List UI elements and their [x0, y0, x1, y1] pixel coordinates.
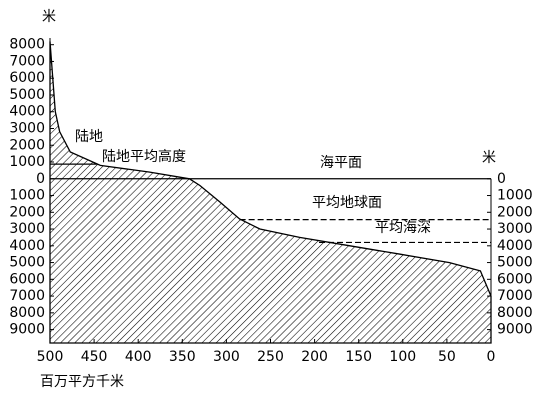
x-tick-label: 0 [487, 349, 496, 365]
x-tick-label: 400 [125, 349, 152, 365]
y2-tick-label: 5000 [497, 255, 533, 271]
x-tick-label: 200 [301, 349, 328, 365]
x-tick-label: 350 [169, 349, 196, 365]
x-tick-label: 450 [81, 349, 108, 365]
y2-tick-label: 6000 [497, 271, 533, 287]
x-tick-label: 250 [257, 349, 284, 365]
y-tick-label: 8000 [9, 37, 45, 53]
y-tick-label: 1000 [9, 154, 45, 170]
y-tick-label: 5000 [9, 87, 45, 103]
y-tick-label: 3000 [9, 221, 45, 237]
y-tick-label: 8000 [9, 305, 45, 321]
land-label: 陆地 [75, 129, 103, 145]
y2-tick-label: 7000 [497, 288, 533, 304]
y-tick-label: 3000 [9, 120, 45, 136]
y-tick-label: 6000 [9, 70, 45, 86]
y-tick-label: 5000 [9, 255, 45, 271]
reference-label: 平均海深 [375, 220, 431, 236]
y-tick-label: 4000 [9, 104, 45, 120]
x-tick-label: 100 [389, 349, 416, 365]
y2-tick-label: 4000 [497, 238, 533, 254]
x-tick-label: 300 [213, 349, 240, 365]
y-tick-label: 2000 [9, 204, 45, 220]
y2-tick-label: 1000 [497, 188, 533, 204]
y2-tick-label: 3000 [497, 221, 533, 237]
area [49, 41, 492, 344]
y-tick-label: 2000 [9, 137, 45, 153]
y-unit-right: 米 [482, 150, 496, 166]
y-tick-label: 0 [36, 171, 45, 187]
y-tick-label: 1000 [9, 188, 45, 204]
y2-tick-label: 9000 [497, 322, 533, 338]
y2-tick-label: 2000 [497, 204, 533, 220]
x-tick-label: 500 [37, 349, 64, 365]
x-axis-label: 百万平方千米 [40, 374, 124, 390]
reference-label: 陆地平均高度 [102, 148, 186, 165]
y2-tick-label: 0 [497, 171, 506, 187]
y-tick-label: 7000 [9, 53, 45, 69]
x-tick-label: 50 [438, 349, 456, 365]
y-unit-left: 米 [42, 9, 56, 25]
y-tick-label: 4000 [9, 238, 45, 254]
y-tick-label: 6000 [9, 271, 45, 287]
y-tick-label: 7000 [9, 288, 45, 304]
y-tick-label: 9000 [9, 322, 45, 338]
reference-label: 海平面 [320, 155, 362, 171]
reference-label: 平均地球面 [312, 195, 382, 211]
y2-tick-label: 8000 [497, 305, 533, 321]
x-tick-label: 150 [345, 349, 372, 365]
